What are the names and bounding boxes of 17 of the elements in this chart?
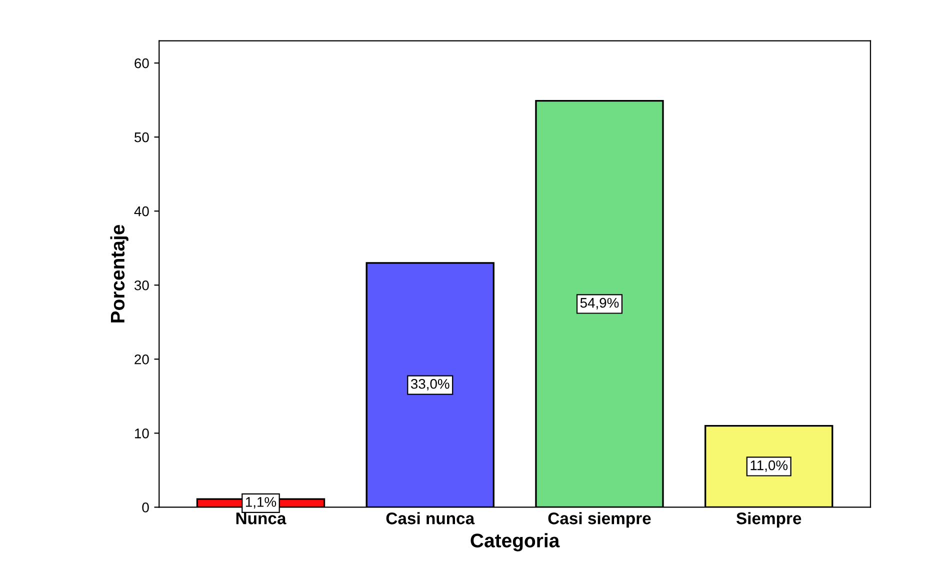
x-tick-label: Siempre bbox=[736, 512, 802, 528]
y-tick-label: 40 bbox=[134, 206, 149, 216]
data-label: 1,1% bbox=[246, 497, 276, 509]
x-tick-label: Casi nunca bbox=[386, 512, 475, 524]
x-tick-label: Casi siempre bbox=[548, 512, 651, 528]
data-label: 11,0% bbox=[750, 460, 788, 472]
y-tick-label: 30 bbox=[134, 280, 149, 290]
y-tick-label: 50 bbox=[134, 132, 149, 142]
y-tick-label: 10 bbox=[135, 428, 149, 438]
y-tick-label: 20 bbox=[134, 354, 149, 364]
x-tick-label: Nunca bbox=[236, 512, 286, 524]
y-tick-label: 60 bbox=[134, 58, 149, 68]
data-label: 54,9% bbox=[580, 298, 619, 310]
data-label: 33,0% bbox=[410, 378, 450, 390]
x-axis-title: Categoria bbox=[470, 533, 560, 552]
y-axis-title: Porcentaje bbox=[110, 224, 128, 322]
y-tick-label: 0 bbox=[142, 502, 149, 512]
